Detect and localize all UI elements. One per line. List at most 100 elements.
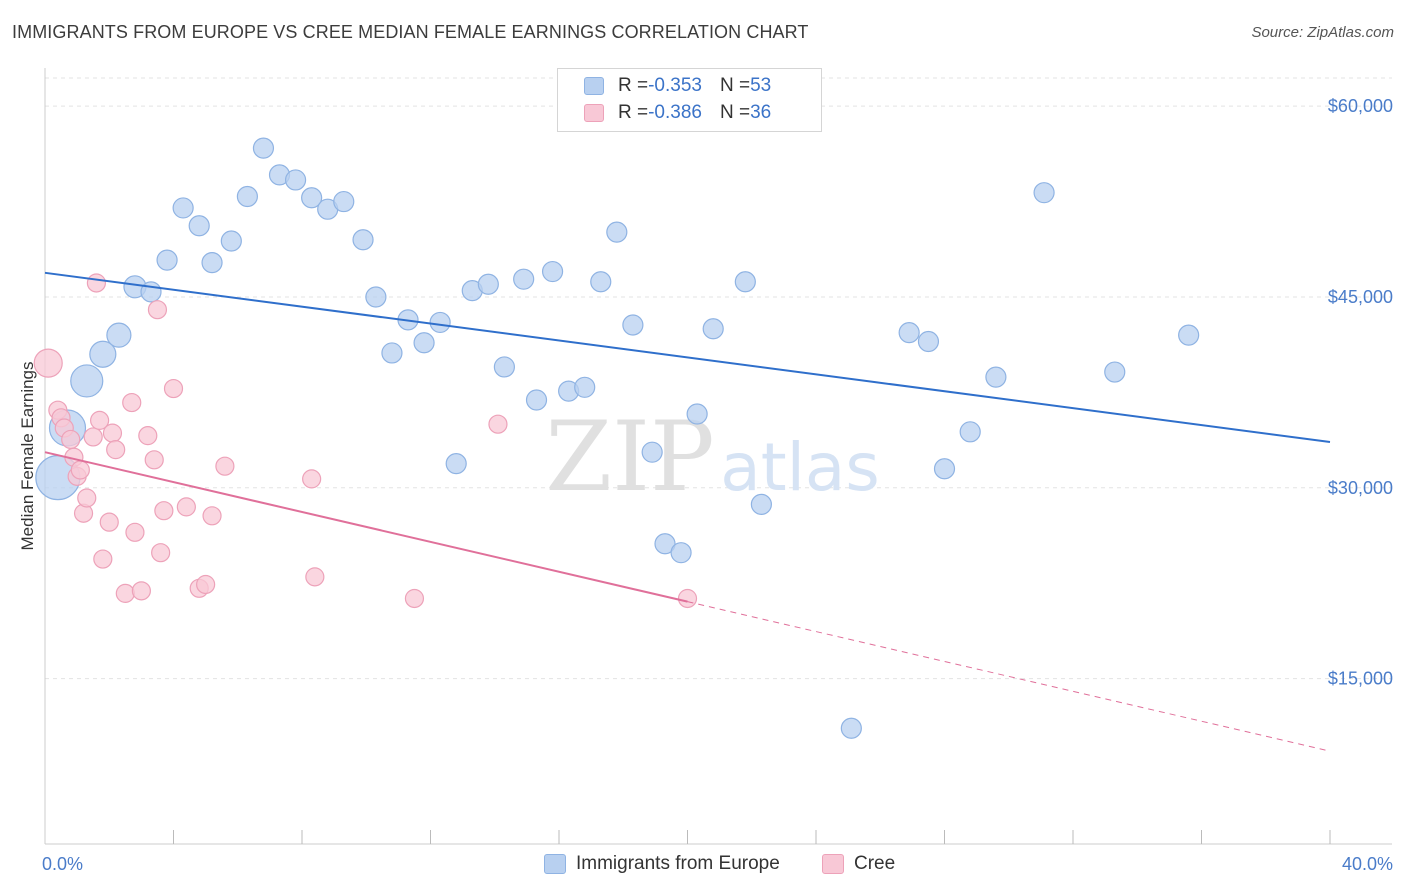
watermark-zip: ZIP [545,401,714,513]
watermark-atlas: atlas [720,429,880,506]
europe-point [513,268,535,290]
cree-point [196,574,216,595]
europe-point [252,137,275,159]
x-tick-label: 0.0% [42,854,83,874]
europe-point [301,187,323,209]
axes [44,68,1392,845]
europe-point [525,389,548,411]
europe-point [477,273,499,295]
cree-point [131,581,151,601]
europe-point [840,717,862,739]
legend-row-europe: R = -0.353 N = 53 [584,74,771,98]
europe-point [898,322,920,344]
bottom-legend-europe: Immigrants from Europe [544,851,780,877]
legend-row-cree: R = -0.386 N = 36 [584,101,771,125]
legend-swatch-cree [584,104,604,122]
cree-point [33,348,63,378]
europe-point [493,356,515,378]
europe-point [606,221,628,243]
europe-point [670,542,692,564]
cree-point [138,426,158,446]
legend-n-label: N = [719,75,751,96]
europe-point [89,340,117,368]
europe-point [333,190,355,213]
cree-point [215,456,235,476]
europe-point [172,197,194,219]
europe-point [654,533,676,555]
bottom-legend-cree: Cree [822,851,895,877]
cree-point [154,501,174,521]
cree-point [115,583,135,603]
europe-point [236,185,258,208]
europe-point [429,311,451,334]
cree-point [102,423,123,443]
cree-point [202,506,222,526]
legend-n-label: N = [719,102,751,123]
europe-point [686,403,708,425]
cree-point [70,460,90,480]
legend-n-value-cree: 36 [750,102,772,123]
chart-title: IMMIGRANTS FROM EUROPE VS CREE MEDIAN FE… [12,22,809,42]
data-points [33,137,1200,739]
trend-line-europe [44,271,1331,443]
cree-point [106,440,126,460]
cree-point [144,450,164,470]
europe-point [917,330,940,353]
cree-point [83,427,103,447]
europe-point [70,364,104,398]
cree-point [147,300,168,320]
europe-point [156,249,178,271]
cree-point [488,414,508,434]
watermark: ZIP atlas [545,401,879,513]
cree-point [125,522,145,542]
cree-point [99,512,119,532]
europe-point [106,322,132,348]
europe-point [590,271,612,293]
cree-point [93,549,113,569]
cree-point [90,410,110,430]
trend-line-cree-extrapolated [687,601,1331,752]
cree-point [176,497,196,517]
europe-point [959,421,981,443]
grid-lines [45,77,1392,680]
stats-legend: R = -0.353 N = 53 R = -0.386 N = 36 [557,68,822,132]
cree-point [404,588,425,609]
trend-lines [44,271,1331,752]
legend-r-value-europe: -0.353 [648,75,702,96]
europe-point [1033,182,1055,204]
legend-n-value-europe: 53 [750,75,772,96]
europe-point [201,252,223,274]
europe-point [734,271,756,293]
y-axis-label: Median Female Earnings [18,362,37,551]
y-tick-label: $15,000 [1328,669,1393,689]
cree-point [77,488,97,508]
europe-point [188,215,210,237]
europe-point [381,342,403,364]
x-tick-label: 40.0% [1342,854,1393,874]
y-tick-label: $30,000 [1328,478,1393,498]
europe-point [933,458,956,480]
cree-point [677,588,698,609]
legend-r-label: R = [618,102,649,123]
legend-r-label: R = [618,75,649,96]
legend-swatch-europe [584,77,604,95]
bottom-legend-swatch-cree [822,854,844,874]
europe-point [641,441,663,463]
tick-labels: $15,000 $30,000 $45,000 $60,000 0.0% 40.0% [42,96,1393,874]
bottom-legend-swatch-europe [544,854,566,874]
y-tick-label: $60,000 [1328,96,1393,116]
europe-point [574,376,596,398]
cree-point [163,378,184,399]
bottom-legend-label-cree: Cree [854,853,896,874]
cree-point [61,429,81,450]
europe-point [985,366,1007,388]
europe-point [445,453,467,475]
cree-point [302,469,322,489]
bottom-legend-label-europe: Immigrants from Europe [576,853,780,874]
legend-r-value-cree: -0.386 [648,102,702,123]
europe-point [220,230,242,252]
europe-point [622,314,644,336]
europe-point [284,169,307,191]
europe-point [413,332,435,354]
